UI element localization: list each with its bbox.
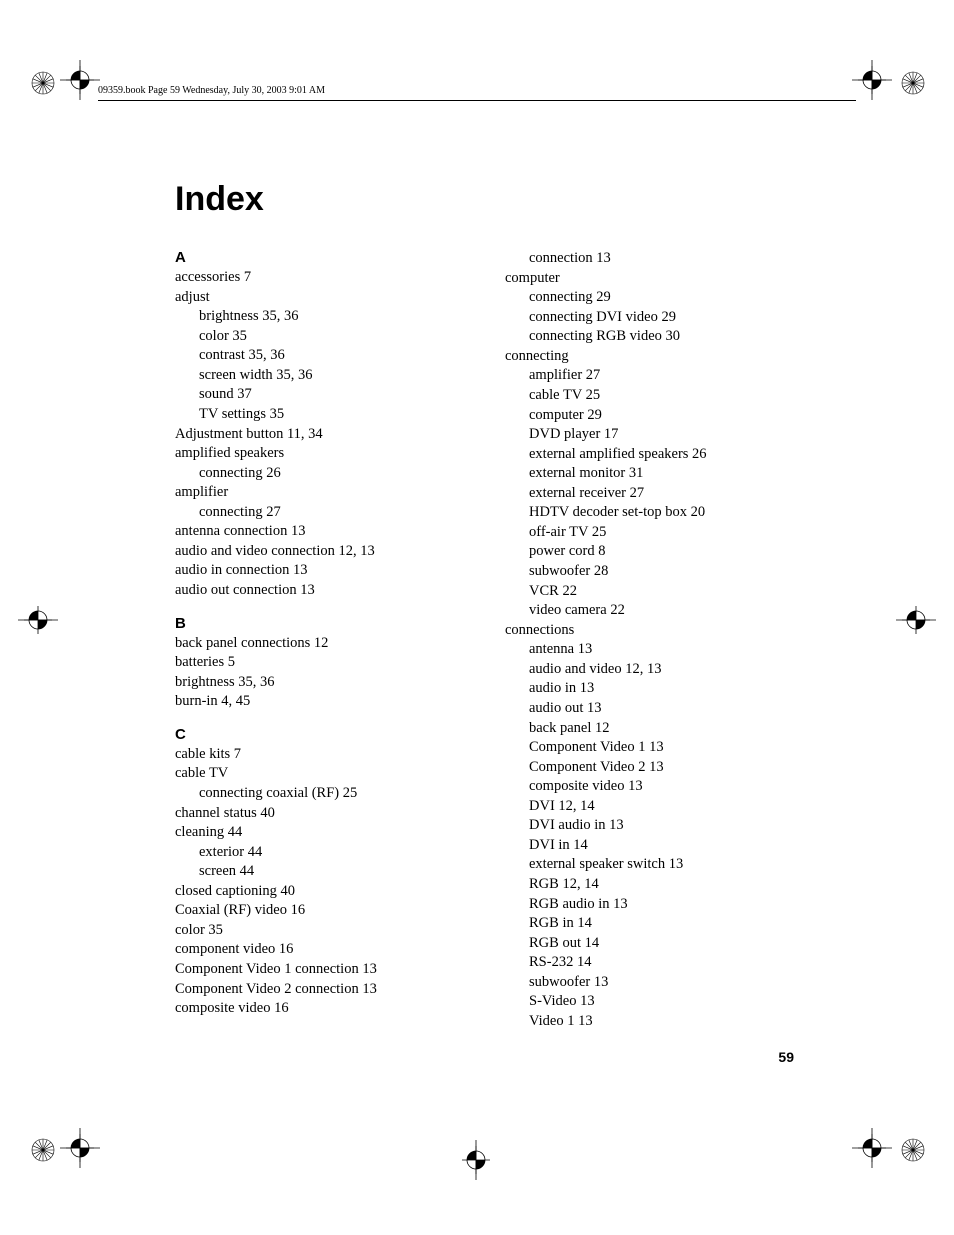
index-entry: connecting RGB video 30 xyxy=(505,327,795,347)
index-entry: Coaxial (RF) video 16 xyxy=(175,901,465,921)
index-entry: composite video 16 xyxy=(175,999,465,1019)
crop-mark-icon xyxy=(852,1128,892,1168)
index-entry: brightness 35, 36 xyxy=(175,307,465,327)
index-entry: connections xyxy=(505,621,795,641)
index-entry: brightness 35, 36 xyxy=(175,673,465,693)
index-entry: burn-in 4, 45 xyxy=(175,692,465,712)
index-entry: Adjustment button 11, 34 xyxy=(175,425,465,445)
index-entry: accessories 7 xyxy=(175,268,465,288)
index-entry: Component Video 2 connection 13 xyxy=(175,980,465,1000)
index-entry: VCR 22 xyxy=(505,582,795,602)
index-entry: screen width 35, 36 xyxy=(175,366,465,386)
index-entry: color 35 xyxy=(175,921,465,941)
crop-mark-icon xyxy=(28,68,58,98)
index-entry: off-air TV 25 xyxy=(505,523,795,543)
index-entry: back panel connections 12 xyxy=(175,634,465,654)
index-entry: cable TV 25 xyxy=(505,386,795,406)
index-entry: RGB in 14 xyxy=(505,914,795,934)
index-entry: amplifier 27 xyxy=(505,366,795,386)
index-entry: RGB audio in 13 xyxy=(505,895,795,915)
crop-mark-icon xyxy=(898,68,928,98)
index-entry: cable kits 7 xyxy=(175,745,465,765)
index-entry: computer xyxy=(505,269,795,289)
index-entry: connecting xyxy=(505,347,795,367)
index-section-letter: A xyxy=(175,249,465,266)
index-entry: subwoofer 13 xyxy=(505,973,795,993)
index-entry: antenna 13 xyxy=(505,640,795,660)
index-entry: Video 1 13 xyxy=(505,1012,795,1032)
index-entry: connecting DVI video 29 xyxy=(505,308,795,328)
index-entry: audio in 13 xyxy=(505,679,795,699)
crop-mark-icon xyxy=(896,600,936,640)
index-columns: Aaccessories 7adjustbrightness 35, 36col… xyxy=(175,249,795,1032)
index-entry: RS-232 14 xyxy=(505,953,795,973)
index-entry: connecting 29 xyxy=(505,288,795,308)
index-entry: external receiver 27 xyxy=(505,484,795,504)
index-entry: amplified speakers xyxy=(175,444,465,464)
index-entry: cable TV xyxy=(175,764,465,784)
index-section-letter: B xyxy=(175,615,465,632)
index-entry: contrast 35, 36 xyxy=(175,346,465,366)
index-entry: component video 16 xyxy=(175,940,465,960)
index-entry: amplifier xyxy=(175,483,465,503)
index-entry: computer 29 xyxy=(505,406,795,426)
index-entry: connecting 26 xyxy=(175,464,465,484)
index-entry: connection 13 xyxy=(505,249,795,269)
index-entry: Component Video 1 13 xyxy=(505,738,795,758)
index-entry: screen 44 xyxy=(175,862,465,882)
index-entry: channel status 40 xyxy=(175,804,465,824)
page-content: Index Aaccessories 7adjustbrightness 35,… xyxy=(175,180,795,1032)
index-entry: subwoofer 28 xyxy=(505,562,795,582)
index-entry: audio out connection 13 xyxy=(175,581,465,601)
index-entry: external amplified speakers 26 xyxy=(505,445,795,465)
index-entry: RGB out 14 xyxy=(505,934,795,954)
index-entry: power cord 8 xyxy=(505,542,795,562)
crop-mark-icon xyxy=(852,60,892,100)
index-column-1: Aaccessories 7adjustbrightness 35, 36col… xyxy=(175,249,465,1032)
index-entry: sound 37 xyxy=(175,385,465,405)
crop-mark-icon xyxy=(898,1135,928,1165)
index-entry: audio and video 12, 13 xyxy=(505,660,795,680)
index-entry: closed captioning 40 xyxy=(175,882,465,902)
crop-mark-icon xyxy=(18,600,58,640)
index-section-letter: C xyxy=(175,726,465,743)
index-entry: cleaning 44 xyxy=(175,823,465,843)
index-column-2: connection 13computerconnecting 29connec… xyxy=(505,249,795,1032)
index-entry: audio in connection 13 xyxy=(175,561,465,581)
print-header: 09359.book Page 59 Wednesday, July 30, 2… xyxy=(98,85,325,96)
index-entry: DVI in 14 xyxy=(505,836,795,856)
index-entry: video camera 22 xyxy=(505,601,795,621)
crop-mark-icon xyxy=(60,60,100,100)
index-entry: HDTV decoder set-top box 20 xyxy=(505,503,795,523)
index-entry: color 35 xyxy=(175,327,465,347)
crop-mark-icon xyxy=(456,1140,496,1180)
page-number: 59 xyxy=(778,1049,794,1065)
page-title: Index xyxy=(175,180,795,219)
index-entry: audio and video connection 12, 13 xyxy=(175,542,465,562)
index-entry: TV settings 35 xyxy=(175,405,465,425)
header-rule xyxy=(98,100,856,101)
index-entry: back panel 12 xyxy=(505,719,795,739)
index-entry: DVI audio in 13 xyxy=(505,816,795,836)
index-entry: external speaker switch 13 xyxy=(505,855,795,875)
index-entry: audio out 13 xyxy=(505,699,795,719)
index-entry: Component Video 1 connection 13 xyxy=(175,960,465,980)
index-entry: composite video 13 xyxy=(505,777,795,797)
index-entry: DVD player 17 xyxy=(505,425,795,445)
index-entry: DVI 12, 14 xyxy=(505,797,795,817)
index-entry: Component Video 2 13 xyxy=(505,758,795,778)
index-entry: RGB 12, 14 xyxy=(505,875,795,895)
index-entry: connecting 27 xyxy=(175,503,465,523)
crop-mark-icon xyxy=(60,1128,100,1168)
crop-mark-icon xyxy=(28,1135,58,1165)
index-entry: antenna connection 13 xyxy=(175,522,465,542)
index-entry: external monitor 31 xyxy=(505,464,795,484)
index-entry: batteries 5 xyxy=(175,653,465,673)
index-entry: connecting coaxial (RF) 25 xyxy=(175,784,465,804)
index-entry: adjust xyxy=(175,288,465,308)
index-entry: exterior 44 xyxy=(175,843,465,863)
index-entry: S-Video 13 xyxy=(505,992,795,1012)
